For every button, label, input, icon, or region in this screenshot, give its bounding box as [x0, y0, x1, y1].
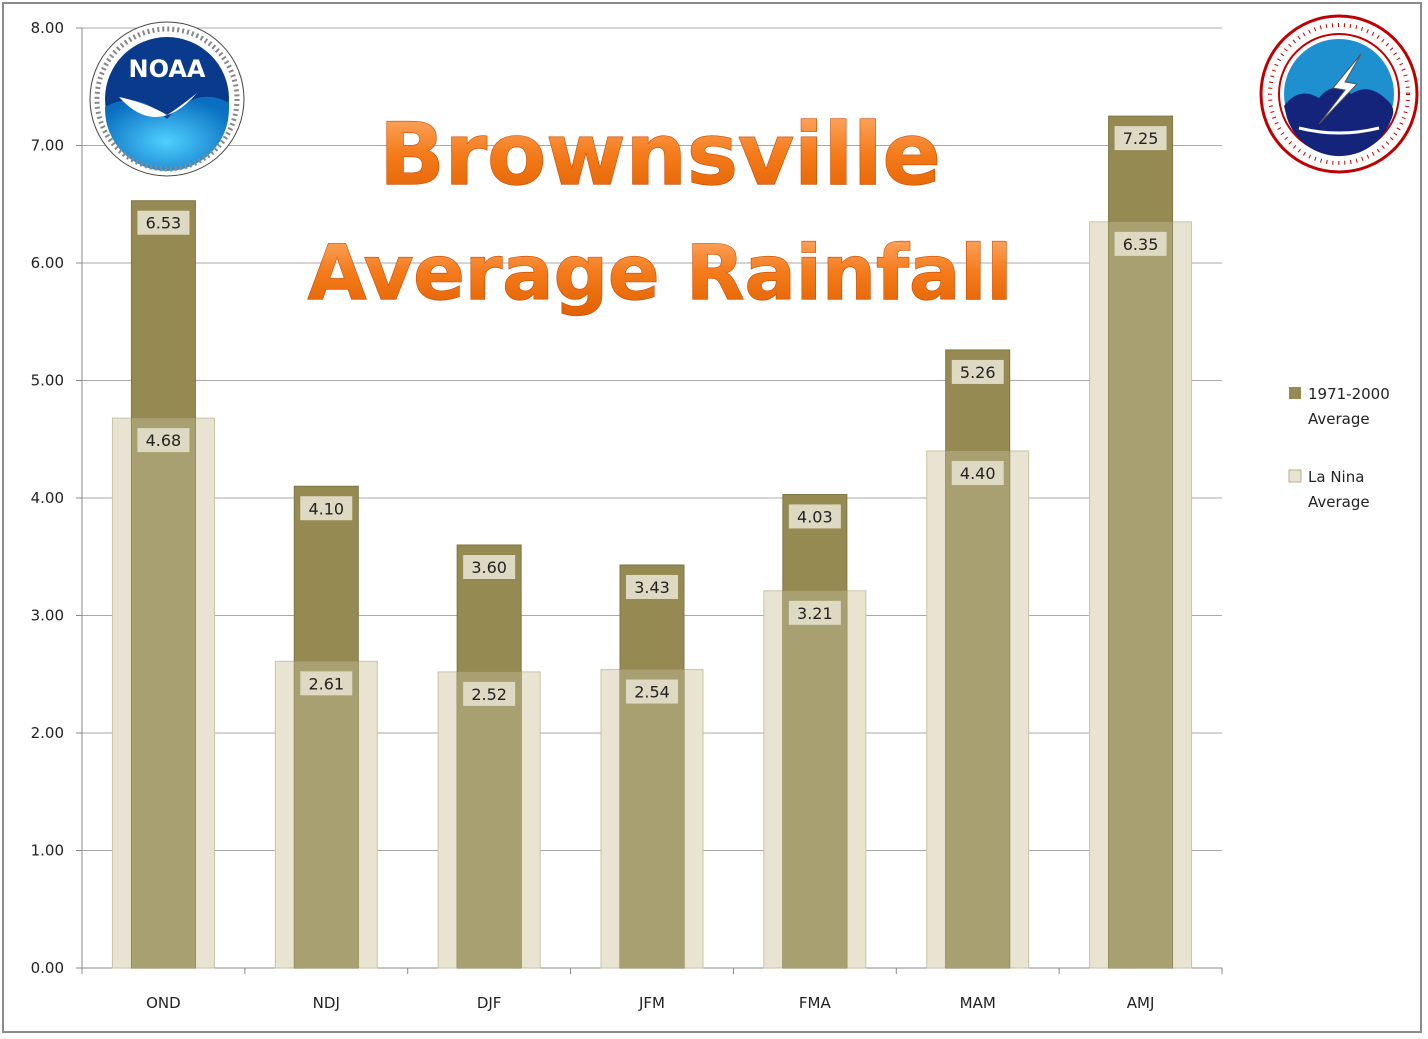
noaa-logo-text: NOAA: [129, 55, 206, 83]
y-axis-ticks: 0.00 1.00 2.00 3.00 4.00 5.00 6.00 7.00 8.00: [31, 19, 82, 977]
legend-entry-series-1-line-1: 1971-2000: [1308, 385, 1390, 403]
data-label-normal-MAM-box: [951, 359, 1004, 384]
y-tick-label-8: 8.00: [31, 19, 64, 37]
chart-title-line-2: Average Rainfall: [308, 228, 1013, 317]
rainfall-chart: 0.00 1.00 2.00 3.00 4.00 5.00 6.00 7.00 8.00 6.5…: [31, 14, 1419, 1012]
bar-overlap-OND: [131, 418, 196, 969]
data-label-normal-DJF-box: [463, 555, 516, 579]
data-label-lanina-FMA: 3.21: [797, 604, 833, 623]
data-label-lanina-JFM-box: [626, 679, 678, 704]
x-category-label-MAM: MAM: [960, 994, 996, 1012]
bar-overlap-DJF: [457, 671, 522, 968]
x-category-label-OND: OND: [146, 994, 181, 1012]
data-label-lanina-AMJ: 6.35: [1123, 235, 1159, 254]
legend-swatch-series-1: [1289, 387, 1301, 399]
x-category-label-JFM: JFM: [638, 994, 665, 1012]
nws-logo-icon: [1259, 14, 1419, 174]
bar-overlap-FMA: [782, 590, 847, 968]
noaa-logo-icon: NOAA: [89, 21, 245, 177]
data-label-lanina-DJF-box: [463, 681, 516, 706]
data-label-normal-DJF: 3.60: [471, 558, 507, 577]
bar-overlap-NDJ: [294, 661, 359, 968]
bars: [111, 115, 1193, 969]
x-category-label-FMA: FMA: [799, 994, 832, 1012]
legend-entry-series-1-line-2: Average: [1308, 410, 1370, 428]
x-category-label-DJF: DJF: [477, 994, 502, 1012]
data-label-normal-FMA-box: [788, 504, 841, 529]
legend-entry-series-2-line-2: Average: [1308, 493, 1370, 511]
legend-swatch-series-2: [1288, 469, 1302, 483]
chart-title-line-1: Brownsville: [379, 105, 941, 205]
x-axis-categories: OND NDJ DJF JFM FMA MAM AMJ: [146, 994, 1154, 1012]
data-label-normal-JFM: 3.43: [634, 578, 670, 597]
y-tick-label-4: 4.00: [31, 489, 64, 507]
data-label-normal-OND-box: [137, 210, 190, 235]
data-label-normal-AMJ-box: [1114, 126, 1167, 151]
data-label-lanina-NDJ-box: [300, 671, 353, 696]
data-label-lanina-OND: 4.68: [146, 431, 182, 450]
data-label-lanina-OND-box: [137, 428, 190, 453]
bar-overlap-AMJ: [1108, 221, 1173, 968]
legend: 1971-2000 Average La Nina Average: [1288, 385, 1390, 511]
data-label-lanina-NDJ: 2.61: [308, 674, 344, 693]
y-tick-label-0: 0.00: [31, 959, 64, 977]
y-tick-label-3: 3.00: [31, 607, 64, 625]
data-label-lanina-DJF: 2.52: [471, 685, 507, 704]
data-label-lanina-JFM: 2.54: [634, 683, 670, 702]
data-label-normal-MAM: 5.26: [960, 363, 996, 382]
legend-entry-series-2-line-1: La Nina: [1308, 468, 1364, 486]
x-category-label-AMJ: AMJ: [1127, 994, 1155, 1012]
y-tick-label-1: 1.00: [31, 842, 64, 860]
data-label-lanina-MAM-box: [951, 461, 1004, 485]
data-label-normal-FMA: 4.03: [797, 507, 833, 526]
y-tick-label-5: 5.00: [31, 372, 64, 390]
y-tick-label-7: 7.00: [31, 137, 64, 155]
chart-title: Brownsville Average Rainfall: [307, 104, 1013, 317]
data-label-normal-OND: 6.53: [146, 214, 182, 233]
data-label-lanina-FMA-box: [788, 600, 841, 625]
data-label-lanina-MAM: 4.40: [960, 464, 996, 483]
data-labels: 6.53 4.68 4.10 2.61 3.60 2.52 3.43 2.54 4.03 3.21…: [137, 126, 1167, 706]
bar-overlap-JFM: [620, 669, 684, 968]
data-label-normal-JFM-box: [626, 574, 678, 599]
data-label-normal-NDJ-box: [300, 496, 353, 521]
data-label-lanina-AMJ-box: [1114, 231, 1167, 256]
x-category-label-NDJ: NDJ: [313, 994, 340, 1012]
y-tick-label-6: 6.00: [31, 254, 64, 272]
data-label-normal-NDJ: 4.10: [308, 499, 344, 518]
data-label-normal-AMJ: 7.25: [1123, 129, 1159, 148]
y-tick-label-2: 2.00: [31, 724, 64, 742]
bar-overlap-MAM: [945, 451, 1010, 968]
